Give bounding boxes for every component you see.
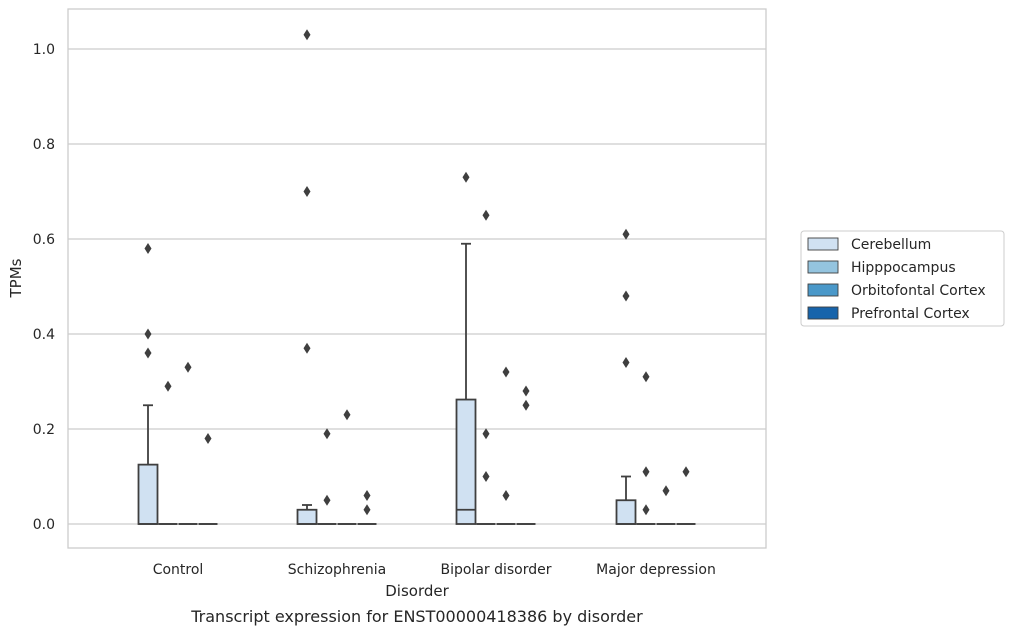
y-tick-label: 0.2	[33, 422, 55, 438]
x-tick-label: Control	[153, 562, 204, 578]
outlier-point	[482, 209, 490, 221]
legend-swatch	[807, 260, 839, 274]
legend-label: Prefrontal Cortex	[851, 306, 970, 322]
legend-swatch	[807, 306, 839, 320]
legend-label: Hipppocampus	[851, 260, 956, 276]
outlier-point	[622, 290, 630, 302]
outlier-point	[622, 228, 630, 240]
outlier-point	[144, 243, 152, 254]
outlier-point	[144, 347, 152, 359]
y-tick-label: 1.0	[33, 42, 55, 58]
outlier-point	[642, 371, 650, 383]
outlier-point	[622, 357, 630, 368]
outlier-point	[662, 485, 670, 497]
box-0	[137, 463, 159, 525]
outlier-point	[343, 409, 351, 421]
outlier-point	[323, 428, 331, 440]
outlier-point	[204, 433, 212, 444]
y-tick-label: 0.6	[33, 232, 55, 248]
y-tick-label: 0.8	[33, 137, 55, 153]
x-tick-label: Major depression	[596, 562, 716, 578]
x-tick-label: Bipolar disorder	[440, 562, 551, 578]
outlier-point	[642, 466, 650, 478]
box-0	[615, 499, 637, 525]
outlier-point	[502, 490, 510, 501]
outlier-point	[482, 471, 490, 482]
outlier-point	[682, 466, 690, 478]
outlier-point	[164, 380, 172, 392]
box-0	[296, 508, 318, 525]
outlier-point	[502, 366, 510, 378]
outlier-point	[522, 399, 530, 411]
legend-label: Cerebellum	[851, 237, 931, 253]
outlier-point	[482, 428, 490, 440]
x-axis-title: Disorder	[385, 582, 449, 600]
chart-caption: Transcript expression for ENST0000041838…	[190, 607, 643, 626]
x-tick-label: Schizophrenia	[288, 562, 386, 578]
legend-swatch	[807, 237, 839, 251]
outlier-point	[363, 504, 371, 516]
grid-lines	[68, 48, 766, 525]
box-0	[455, 398, 477, 525]
outliers	[144, 29, 690, 516]
legend-swatch	[807, 283, 839, 297]
outlier-point	[303, 29, 311, 41]
legend: Cerebellum Hipppocampus Orbitofontal Corte…	[800, 230, 1005, 327]
outlier-point	[144, 328, 152, 340]
plot-frame	[67, 8, 767, 549]
legend-label: Orbitofontal Cortex	[851, 283, 986, 299]
x-tick-labels: Control Schizophrenia Bipolar disorder Majo…	[153, 562, 716, 578]
outlier-point	[462, 171, 470, 183]
boxes	[137, 242, 696, 525]
outlier-point	[642, 504, 650, 516]
y-axis-title: TPMs	[7, 258, 25, 298]
y-tick-labels: 0.0 0.2 0.4 0.6 0.8 1.0	[33, 42, 55, 533]
outlier-point	[303, 186, 311, 197]
outlier-point	[522, 385, 530, 397]
outlier-point	[184, 361, 192, 373]
y-tick-label: 0.4	[33, 327, 55, 343]
legend-frame	[800, 230, 1005, 327]
outlier-point	[363, 490, 371, 501]
outlier-point	[323, 494, 331, 506]
outlier-point	[303, 342, 311, 354]
y-tick-label: 0.0	[33, 517, 55, 533]
